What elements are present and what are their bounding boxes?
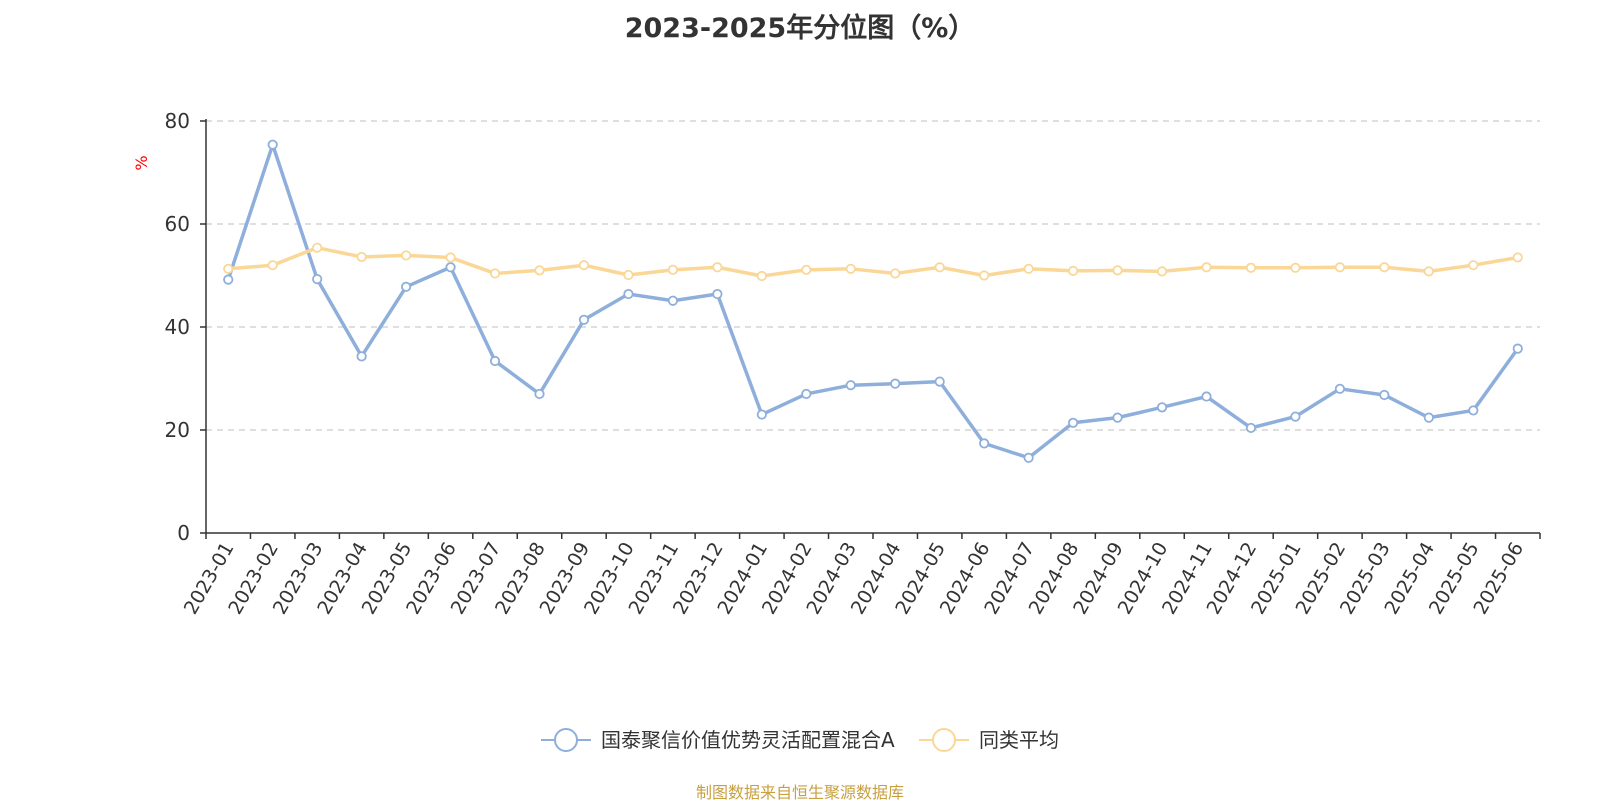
series-line-1 <box>226 245 1520 278</box>
data-point-series-1 <box>489 268 501 279</box>
data-point-series-1 <box>445 252 456 263</box>
data-point-series-0 <box>1112 412 1123 423</box>
data-point-series-1 <box>1023 263 1034 274</box>
data-point-series-1 <box>356 251 367 263</box>
data-point-series-0 <box>756 409 767 420</box>
data-point-series-1 <box>1201 262 1212 273</box>
data-point-series-0 <box>667 295 679 306</box>
data-point-series-0 <box>1068 417 1079 428</box>
data-point-series-1 <box>979 270 990 281</box>
data-point-series-1 <box>934 262 945 273</box>
data-point-series-0 <box>489 355 501 367</box>
data-point-series-1 <box>712 262 723 273</box>
data-point-series-0 <box>445 262 456 273</box>
legend-label: 同类平均 <box>979 728 1059 752</box>
data-point-series-1 <box>623 269 634 281</box>
data-point-series-1 <box>1468 260 1479 271</box>
data-point-series-1 <box>756 270 767 282</box>
y-tick-label: 60 <box>165 212 190 236</box>
data-point-series-1 <box>267 260 278 271</box>
data-point-series-0 <box>623 288 634 300</box>
data-point-series-1 <box>1423 266 1434 277</box>
data-point-series-1 <box>1290 262 1301 273</box>
data-point-series-1 <box>667 264 679 275</box>
data-point-series-0 <box>934 376 945 387</box>
data-point-series-1 <box>534 265 545 276</box>
data-point-series-0 <box>267 139 278 150</box>
data-point-series-1 <box>312 242 323 253</box>
data-point-series-0 <box>712 288 723 300</box>
data-point-series-1 <box>845 263 856 274</box>
data-point-series-0 <box>890 378 901 389</box>
legend-item-0[interactable]: 国泰聚信价值优势灵活配置混合A <box>541 728 895 752</box>
data-point-series-1 <box>801 264 812 275</box>
y-tick-label: 40 <box>165 315 190 339</box>
data-point-series-1 <box>1068 265 1079 276</box>
y-tick-label: 0 <box>177 521 190 545</box>
data-point-series-0 <box>1379 389 1390 401</box>
data-point-series-0 <box>1201 391 1212 402</box>
data-point-series-0 <box>534 388 545 400</box>
chart-title: 2023-2025年分位图（%） <box>624 13 976 44</box>
data-point-series-0 <box>1512 343 1523 354</box>
data-source-note: 制图数据来自恒生聚源数据库 <box>695 783 904 802</box>
y-tick-label: 20 <box>165 418 190 442</box>
data-point-series-1 <box>400 250 412 261</box>
y-axis-unit-label: % <box>132 155 151 170</box>
data-point-series-1 <box>1379 262 1390 273</box>
legend: 国泰聚信价值优势灵活配置混合A 同类平均 <box>541 728 1059 752</box>
data-point-series-1 <box>223 263 234 274</box>
data-point-series-0 <box>1023 452 1034 463</box>
data-point-series-0 <box>1423 412 1434 423</box>
data-point-series-1 <box>1245 262 1257 273</box>
legend-marker-icon <box>931 728 956 752</box>
series-line-0 <box>226 142 1520 460</box>
data-point-series-1 <box>1512 252 1523 263</box>
y-tick-label: 80 <box>165 109 190 133</box>
data-point-series-0 <box>400 281 412 292</box>
data-point-series-0 <box>801 388 812 400</box>
series <box>223 139 1523 463</box>
grid-lines <box>206 120 1540 431</box>
axes: 0204060802023-012023-022023-032023-04202… <box>165 109 1541 618</box>
data-point-series-0 <box>312 274 323 285</box>
data-point-series-0 <box>1468 405 1479 416</box>
data-point-series-1 <box>890 268 901 279</box>
legend-label: 国泰聚信价值优势灵活配置混合A <box>601 728 895 752</box>
data-point-series-1 <box>1334 262 1346 273</box>
data-point-series-0 <box>356 351 367 362</box>
data-point-series-0 <box>1334 383 1346 394</box>
data-point-series-0 <box>845 380 856 391</box>
data-point-series-0 <box>1156 402 1168 413</box>
data-point-series-0 <box>578 314 590 325</box>
data-point-series-0 <box>1245 422 1257 434</box>
data-point-series-0 <box>223 274 234 285</box>
data-point-series-0 <box>979 438 990 449</box>
data-point-series-1 <box>578 260 590 271</box>
legend-item-1[interactable]: 同类平均 <box>918 728 1059 752</box>
legend-marker-icon <box>554 728 579 752</box>
data-point-series-1 <box>1156 266 1168 277</box>
data-point-series-1 <box>1112 265 1123 276</box>
data-point-series-0 <box>1290 411 1301 422</box>
